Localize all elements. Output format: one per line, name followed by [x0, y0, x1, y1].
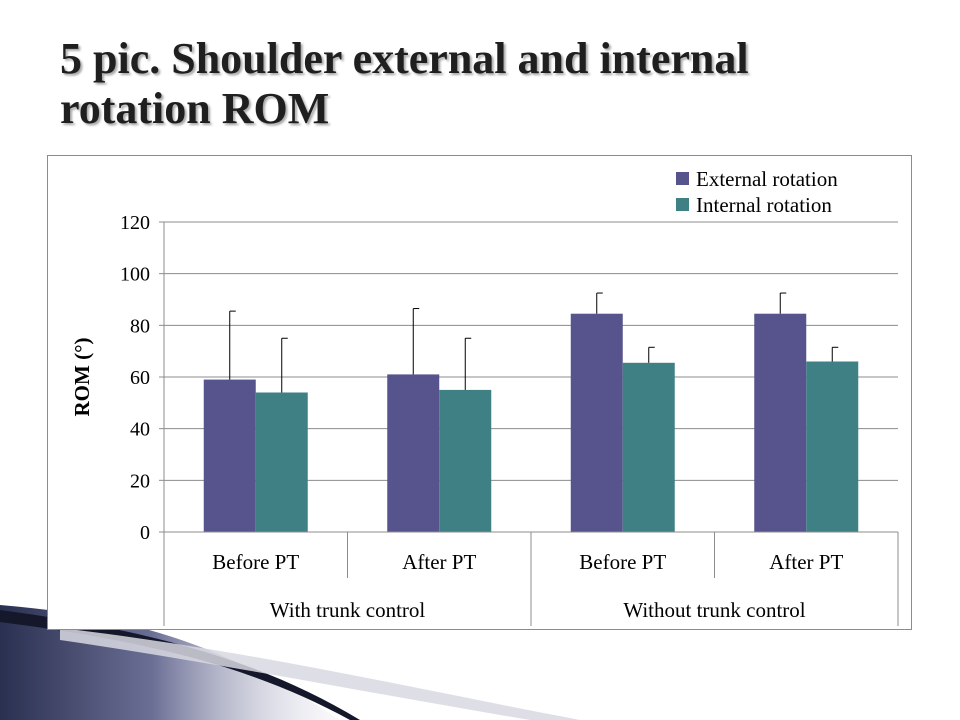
- x-tick-label-4: After PT: [769, 550, 843, 574]
- bar-external-1: [203, 379, 256, 532]
- slide-title-line-1: 5 pic. Shoulder external and internal: [60, 34, 749, 83]
- y-tick-label-20: 20: [130, 470, 150, 492]
- slide-title: 5 pic. Shoulder external and internal ro…: [60, 34, 920, 134]
- y-axis-label: ROM (°): [70, 338, 94, 417]
- bar-external-3: [570, 313, 623, 532]
- bar-internal-1: [255, 392, 308, 532]
- legend-swatch-internal: [676, 198, 689, 211]
- swoosh-shape-3: [60, 628, 580, 720]
- bar-internal-4: [806, 361, 859, 532]
- x-tick-label-2: After PT: [402, 550, 476, 574]
- y-tick-label-80: 80: [130, 315, 150, 337]
- bar-external-2: [387, 374, 440, 532]
- y-tick-label-120: 120: [120, 212, 150, 234]
- y-tick-label-100: 100: [120, 264, 150, 286]
- group-label-2: Without trunk control: [623, 598, 805, 622]
- group-label-1: With trunk control: [270, 598, 426, 622]
- legend-label-external: External rotation: [696, 167, 838, 191]
- swoosh-shape-2: [0, 610, 360, 720]
- slide-title-line-2: rotation ROM: [60, 84, 330, 133]
- y-tick-label-60: 60: [130, 367, 150, 389]
- y-tick-label-40: 40: [130, 419, 150, 441]
- bar-external-4: [754, 313, 807, 532]
- chart-frame: 0 20 40 60 80 100 120 ROM (°) Before PT After PT B…: [47, 155, 912, 630]
- x-tick-label-3: Before PT: [579, 550, 666, 574]
- bar-chart: 0 20 40 60 80 100 120 ROM (°) Before PT After PT B…: [70, 167, 899, 626]
- y-tick-label-0: 0: [140, 522, 150, 544]
- x-tick-label-1: Before PT: [212, 550, 299, 574]
- legend-swatch-external: [676, 172, 689, 185]
- bar-internal-2: [439, 389, 492, 532]
- legend-label-internal: Internal rotation: [696, 193, 832, 217]
- bar-internal-3: [622, 362, 675, 532]
